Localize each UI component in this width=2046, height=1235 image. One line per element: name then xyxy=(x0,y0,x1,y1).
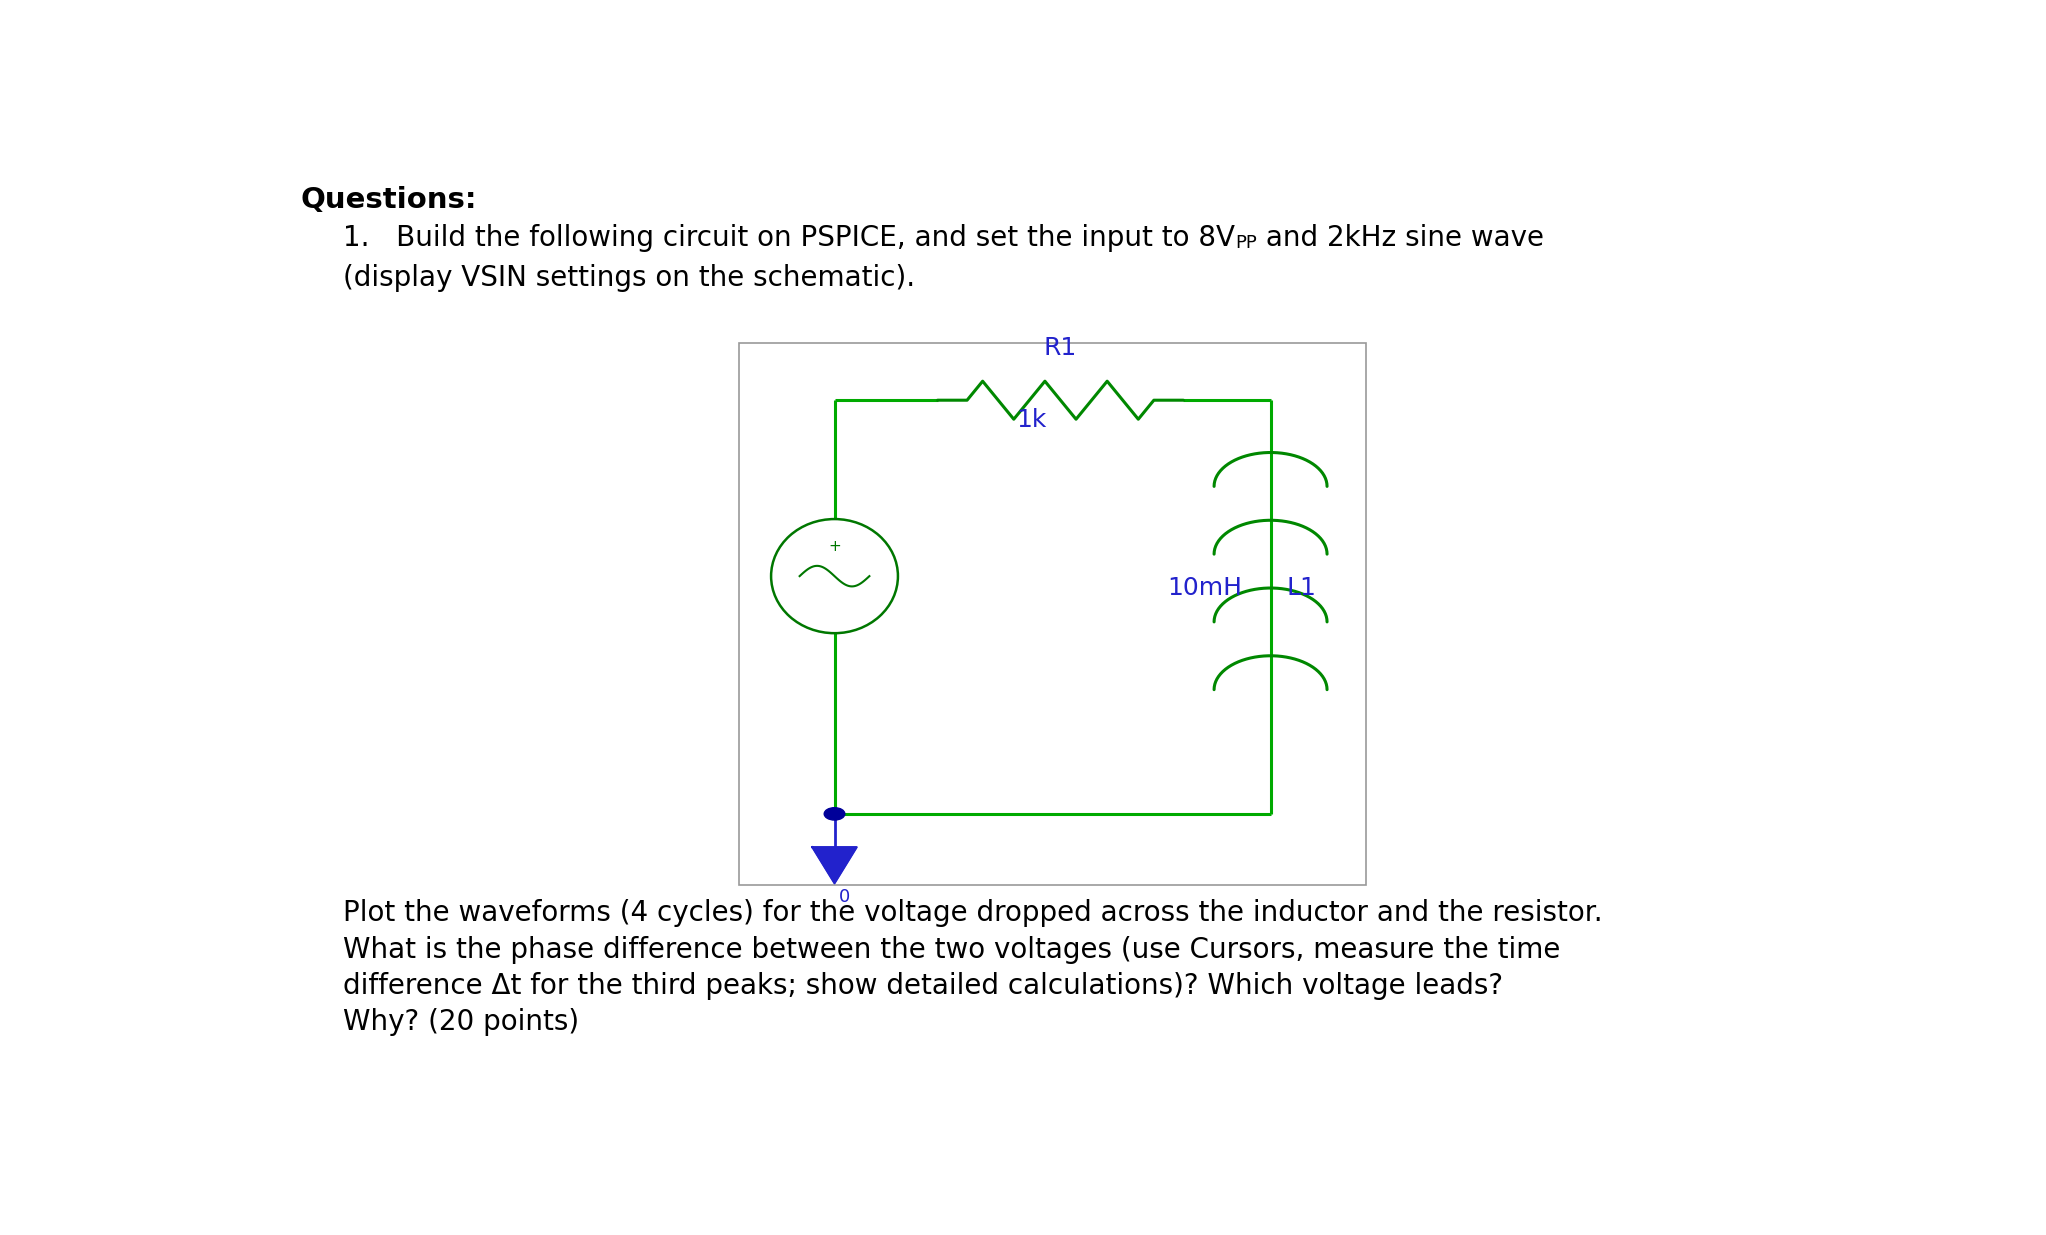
Text: 1k: 1k xyxy=(1017,408,1048,432)
Text: What is the phase difference between the two voltages (use Cursors, measure the : What is the phase difference between the… xyxy=(344,936,1561,963)
Text: PP: PP xyxy=(1236,233,1256,252)
Text: 0: 0 xyxy=(839,888,849,906)
Text: (display VSIN settings on the schematic).: (display VSIN settings on the schematic)… xyxy=(344,264,915,293)
Text: difference Δt for the third peaks; show detailed calculations)? Which voltage le: difference Δt for the third peaks; show … xyxy=(344,972,1504,999)
Text: L1: L1 xyxy=(1287,576,1316,600)
Text: Questions:: Questions: xyxy=(301,186,477,214)
Text: and 2kHz sine wave: and 2kHz sine wave xyxy=(1256,225,1545,252)
Text: 10mH: 10mH xyxy=(1166,576,1242,600)
Text: 1.   Build the following circuit on PSPICE, and set the input to 8V: 1. Build the following circuit on PSPICE… xyxy=(344,225,1236,252)
Text: Plot the waveforms (4 cycles) for the voltage dropped across the inductor and th: Plot the waveforms (4 cycles) for the vo… xyxy=(344,899,1602,927)
Polygon shape xyxy=(812,847,857,883)
Text: +: + xyxy=(829,538,841,555)
Text: R1: R1 xyxy=(1043,336,1076,361)
Circle shape xyxy=(825,808,845,820)
Bar xyxy=(739,343,1367,885)
Text: Why? (20 points): Why? (20 points) xyxy=(344,1008,579,1036)
